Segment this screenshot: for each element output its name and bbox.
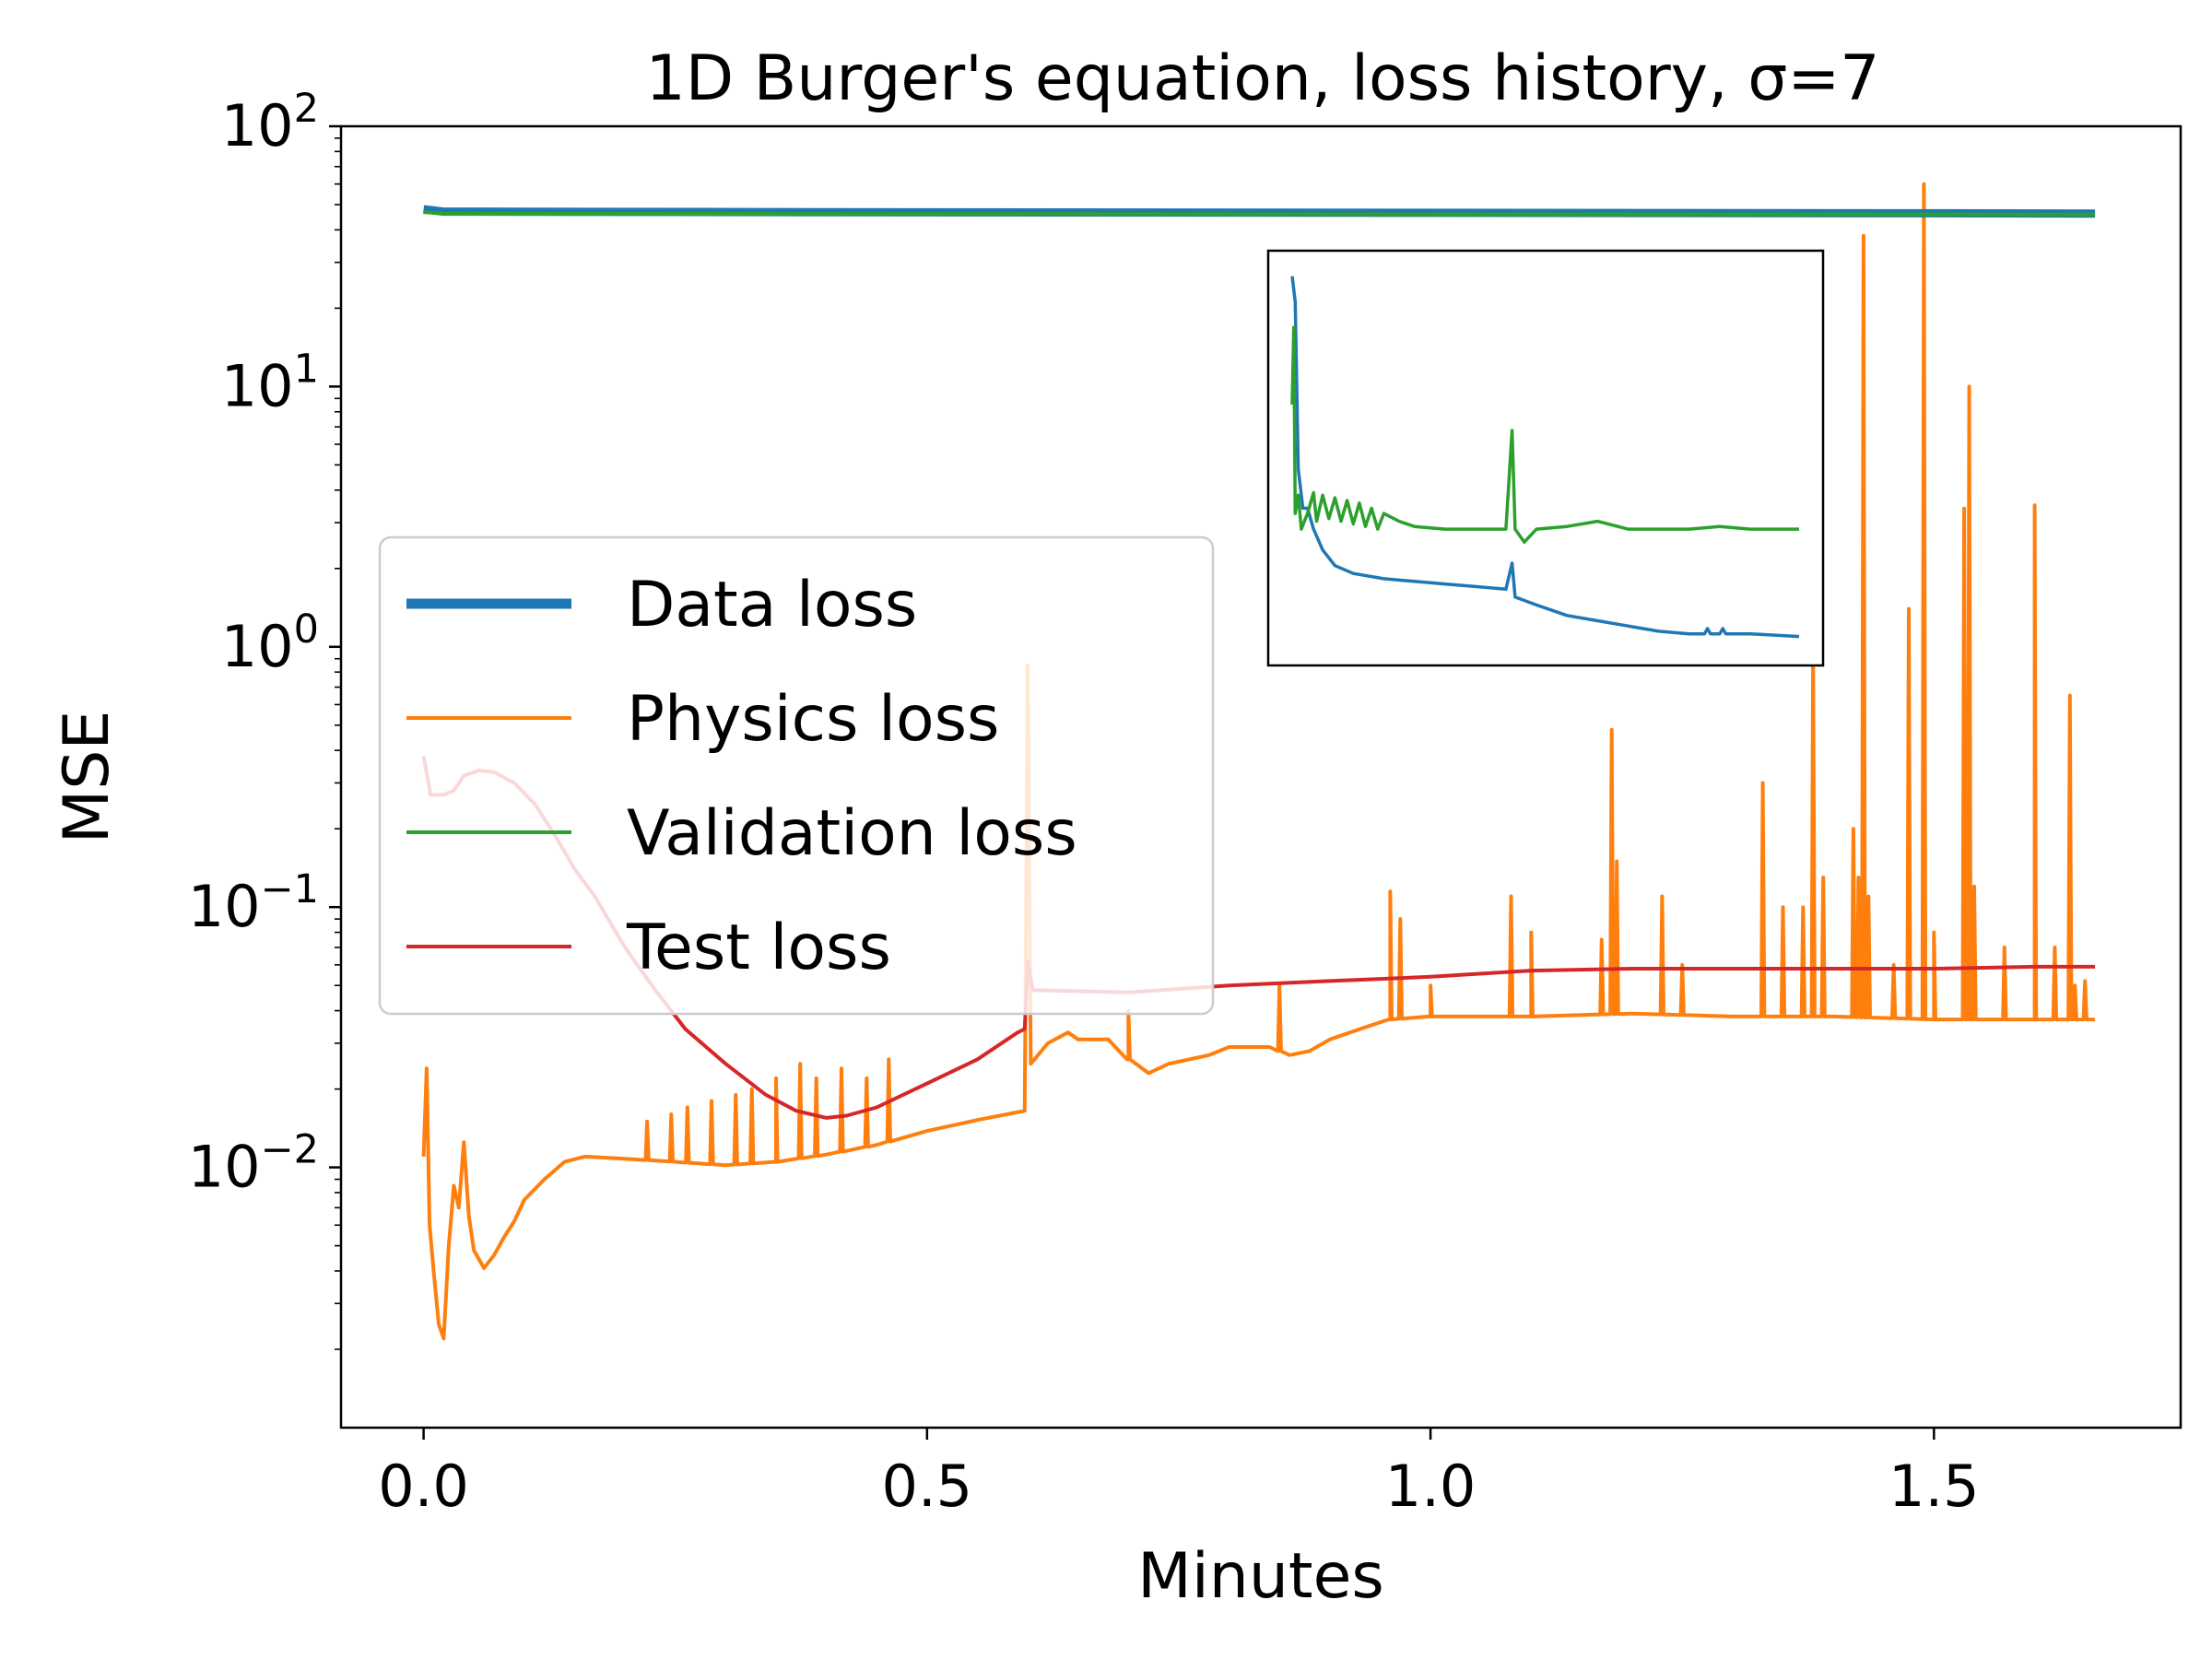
chart-title: 1D Burger's equation, loss history, σ=7 (645, 42, 1879, 115)
inset-background (1268, 251, 1823, 665)
y-tick-label-exponent: 2 (294, 86, 319, 132)
inset-series-layer (1290, 276, 1800, 639)
legend-entries: Data loss Physics loss Validation loss Test… (406, 569, 1077, 984)
y-tick-label: 10−1 (188, 866, 319, 940)
legend-label-data-loss: Data loss (627, 569, 917, 641)
x-tick-label: 0.0 (378, 1453, 469, 1520)
y-tick-label-base: 10 (221, 92, 294, 159)
physics-loss-series (421, 182, 2096, 1341)
legend: Data loss Physics loss Validation loss Test… (378, 535, 1215, 1016)
legend-label-physics-loss: Physics loss (627, 683, 999, 756)
y-tick-label: 100 (221, 606, 319, 680)
inset-frame (1266, 249, 1825, 667)
inset-validation-loss-line (1290, 325, 1799, 544)
y-tick-label-exponent: 0 (294, 606, 319, 653)
legend-box (378, 535, 1215, 1016)
y-tick-label-base: 10 (188, 1134, 261, 1201)
x-tick-label: 0.5 (882, 1453, 973, 1520)
validation-loss-line (423, 210, 2096, 217)
x-tick-label: 1.5 (1888, 1453, 1980, 1520)
y-tick-label-base: 10 (221, 352, 294, 419)
inset-chart (1266, 249, 1825, 667)
y-tick-label-exponent: 1 (294, 346, 319, 392)
y-tick-label-exponent: −2 (261, 1127, 319, 1173)
y-tick-label-exponent: −1 (261, 866, 319, 912)
y-tick-label: 101 (221, 346, 319, 419)
x-axis-label: Minutes (1137, 1540, 1384, 1613)
x-axis: 0.0 0.5 1.0 1.5 (378, 1428, 1980, 1520)
y-tick-label: 10−2 (188, 1127, 319, 1201)
plot-frame (339, 124, 2183, 1430)
legend-label-validation-loss: Validation loss (627, 797, 1077, 870)
y-axis-label: MSE (51, 711, 124, 844)
y-tick-label-base: 10 (221, 613, 294, 680)
y-tick-label-base: 10 (188, 873, 261, 940)
legend-label-test-loss: Test loss (626, 912, 891, 984)
validation-loss-series (423, 210, 2096, 217)
x-tick-label: 1.0 (1385, 1453, 1477, 1520)
y-tick-label: 102 (221, 86, 319, 159)
physics-loss-line (421, 182, 2096, 1341)
